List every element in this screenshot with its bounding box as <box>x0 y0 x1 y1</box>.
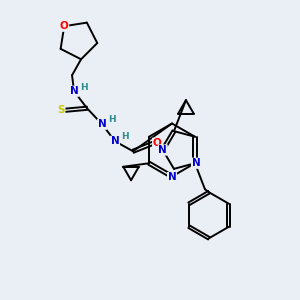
Text: O: O <box>153 138 161 148</box>
Text: H: H <box>80 83 88 92</box>
Text: N: N <box>70 86 78 96</box>
Text: N: N <box>168 172 176 182</box>
Text: N: N <box>158 145 167 155</box>
Text: N: N <box>111 136 119 146</box>
Text: O: O <box>60 21 69 31</box>
Text: N: N <box>192 158 200 168</box>
Text: N: N <box>98 119 106 129</box>
Text: H: H <box>108 115 116 124</box>
Text: H: H <box>121 132 129 141</box>
Text: S: S <box>57 105 65 115</box>
